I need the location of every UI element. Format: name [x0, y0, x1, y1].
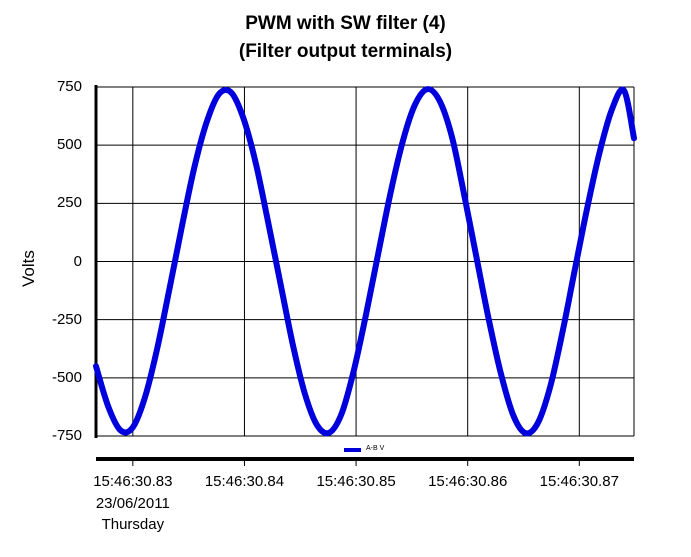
axes — [94, 85, 635, 466]
y-tick-label: -250 — [51, 310, 82, 328]
chart-title: PWM with SW filter (4) — [245, 13, 446, 34]
x-tick-label: 15:46:30.85 — [316, 473, 396, 490]
legend-label: A-B V — [366, 445, 385, 452]
y-tick-label: 0 — [73, 252, 82, 270]
legend-swatch — [344, 448, 361, 452]
data-series — [93, 86, 637, 437]
x-tick-label: 15:46:30.84 — [204, 473, 285, 490]
y-tick-label: 500 — [56, 136, 82, 154]
x-tick-label: 15:46:30.87 — [539, 473, 619, 490]
x-tick-date: 23/06/2011 — [95, 495, 170, 512]
y-tick-label: -500 — [51, 368, 82, 386]
chart-subtitle: (Filter output terminals) — [238, 41, 453, 62]
x-tick-label: 15:46:30.86 — [428, 473, 508, 490]
y-tick-label: 750 — [56, 78, 82, 95]
y-tick-label: -750 — [51, 427, 82, 444]
x-tick-day: Thursday — [101, 516, 165, 533]
x-tick-label: 15:46:30.83 — [93, 473, 173, 490]
y-tick-label: 250 — [56, 194, 82, 212]
